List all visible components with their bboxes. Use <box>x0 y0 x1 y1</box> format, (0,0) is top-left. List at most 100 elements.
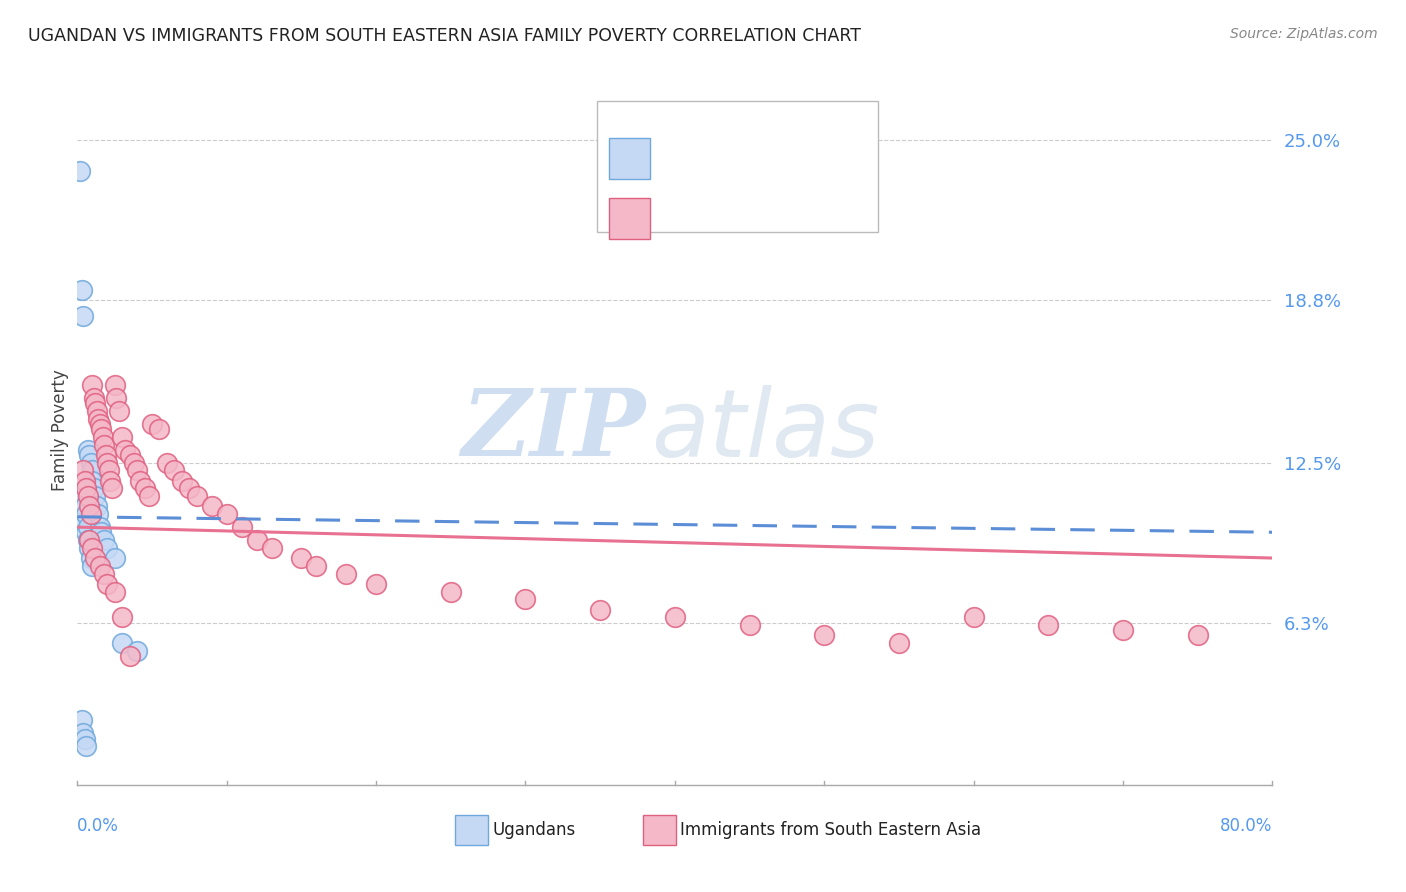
Point <box>86 500 108 514</box>
Point <box>84 396 107 410</box>
Point <box>70 283 93 297</box>
Point <box>170 474 193 488</box>
Point <box>1112 624 1135 638</box>
Point <box>93 566 115 581</box>
Point <box>108 404 131 418</box>
Point <box>79 500 101 514</box>
FancyBboxPatch shape <box>609 137 650 179</box>
Point <box>664 610 686 624</box>
Point <box>73 515 96 529</box>
Point <box>84 489 107 503</box>
Text: UGANDAN VS IMMIGRANTS FROM SOUTH EASTERN ASIA FAMILY POVERTY CORRELATION CHART: UGANDAN VS IMMIGRANTS FROM SOUTH EASTERN… <box>28 27 860 45</box>
Point <box>83 482 105 496</box>
Point <box>105 391 128 405</box>
Point <box>111 610 134 624</box>
Point <box>82 474 104 488</box>
Point <box>122 456 145 470</box>
Text: ZIP: ZIP <box>461 385 645 475</box>
Point <box>111 430 134 444</box>
Point <box>100 482 122 496</box>
Text: N = 67: N = 67 <box>785 210 848 227</box>
Point <box>79 533 101 547</box>
Point <box>73 731 96 746</box>
Point <box>104 584 127 599</box>
Point <box>98 474 121 488</box>
Point <box>75 507 97 521</box>
Point <box>260 541 283 555</box>
Point <box>73 474 96 488</box>
Point <box>515 592 537 607</box>
Point <box>93 533 115 547</box>
Point <box>134 482 156 496</box>
Point <box>305 558 328 573</box>
Point <box>94 448 117 462</box>
Point <box>89 417 111 431</box>
Point <box>148 422 170 436</box>
Point <box>76 489 98 503</box>
Point <box>290 551 312 566</box>
Point <box>75 525 97 540</box>
Point <box>82 378 104 392</box>
Point <box>80 456 103 470</box>
Point <box>76 442 98 457</box>
Point <box>72 309 94 323</box>
Point <box>96 541 118 555</box>
Point <box>72 726 94 740</box>
Point <box>87 507 110 521</box>
FancyBboxPatch shape <box>598 101 877 232</box>
Point <box>72 486 94 500</box>
Point <box>79 541 101 555</box>
Point <box>91 430 114 444</box>
FancyBboxPatch shape <box>456 815 488 846</box>
Point <box>80 507 103 521</box>
Point <box>1038 618 1060 632</box>
Text: R = -0.010: R = -0.010 <box>662 149 768 168</box>
Point <box>82 463 104 477</box>
Point <box>93 437 115 451</box>
Point <box>215 507 238 521</box>
Point <box>82 558 104 573</box>
Text: Source: ZipAtlas.com: Source: ZipAtlas.com <box>1230 27 1378 41</box>
Point <box>97 463 120 477</box>
Point <box>440 584 463 599</box>
Point <box>156 456 179 470</box>
Point <box>104 378 127 392</box>
Point <box>86 404 108 418</box>
Point <box>246 533 269 547</box>
Point <box>186 489 208 503</box>
Text: 80.0%: 80.0% <box>1220 817 1272 835</box>
Point <box>366 577 388 591</box>
Point <box>96 456 118 470</box>
Point <box>83 391 105 405</box>
Point <box>80 551 103 566</box>
Point <box>163 463 186 477</box>
Point <box>813 628 835 642</box>
Point <box>118 448 141 462</box>
Point <box>72 463 94 477</box>
Point <box>138 489 160 503</box>
Point <box>75 482 97 496</box>
Point <box>179 482 201 496</box>
Point <box>335 566 357 581</box>
Point <box>69 164 91 178</box>
Point <box>84 551 107 566</box>
Point <box>90 422 112 436</box>
Point <box>89 520 111 534</box>
Point <box>79 448 101 462</box>
Point <box>1187 628 1209 642</box>
FancyBboxPatch shape <box>643 815 676 846</box>
Point <box>127 463 149 477</box>
Point <box>127 644 149 658</box>
Point <box>201 500 224 514</box>
Point <box>114 442 136 457</box>
Point <box>129 474 152 488</box>
Point <box>231 520 253 534</box>
Text: Immigrants from South Eastern Asia: Immigrants from South Eastern Asia <box>679 821 981 838</box>
Point <box>89 558 111 573</box>
Point <box>738 618 761 632</box>
Y-axis label: Family Poverty: Family Poverty <box>51 369 69 491</box>
Point <box>82 541 104 555</box>
Text: R = -0.095: R = -0.095 <box>662 210 768 227</box>
FancyBboxPatch shape <box>609 198 650 239</box>
Point <box>73 500 96 514</box>
